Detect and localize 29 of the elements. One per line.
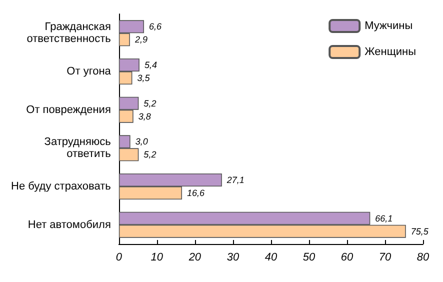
x-tick-label: 60 bbox=[340, 252, 354, 264]
x-tick-label: 0 bbox=[116, 252, 123, 264]
y-tick-label: Не буду страховать bbox=[10, 180, 112, 192]
data-label: 2,9 bbox=[134, 34, 148, 45]
data-label: 3,5 bbox=[137, 73, 151, 83]
legend-label: Мужчины bbox=[364, 20, 413, 32]
x-tick-label: 30 bbox=[226, 252, 240, 264]
x-tick-label: 40 bbox=[264, 252, 278, 264]
y-tick-label: Гражданская ответственность bbox=[26, 21, 112, 46]
x-tick-label: 10 bbox=[150, 252, 164, 264]
y-tick-label: От повреждения bbox=[26, 104, 111, 116]
data-label: 3,8 bbox=[138, 111, 151, 122]
x-tick-label: 80 bbox=[416, 252, 430, 264]
y-tick-label: Нет автомобиля bbox=[28, 218, 111, 231]
y-tick-label: Затрудняюсь ответить bbox=[44, 136, 112, 160]
data-label: 3,0 bbox=[135, 136, 148, 147]
data-label: 75,5 bbox=[410, 226, 430, 236]
y-tick-label: От угона bbox=[66, 66, 112, 78]
data-label: 6,6 bbox=[149, 22, 162, 32]
x-tick-label: 20 bbox=[188, 252, 202, 264]
data-label: 66,1 bbox=[375, 213, 393, 224]
data-label: 16,6 bbox=[187, 188, 205, 198]
x-tick-label: 70 bbox=[378, 252, 392, 264]
data-label: 5,2 bbox=[144, 150, 156, 160]
data-label: 27,1 bbox=[226, 175, 244, 185]
legend-label: Женщины bbox=[364, 46, 416, 58]
data-label: 5,2 bbox=[144, 98, 156, 108]
x-tick-label: 50 bbox=[302, 252, 316, 264]
data-label: 5,4 bbox=[144, 60, 157, 70]
